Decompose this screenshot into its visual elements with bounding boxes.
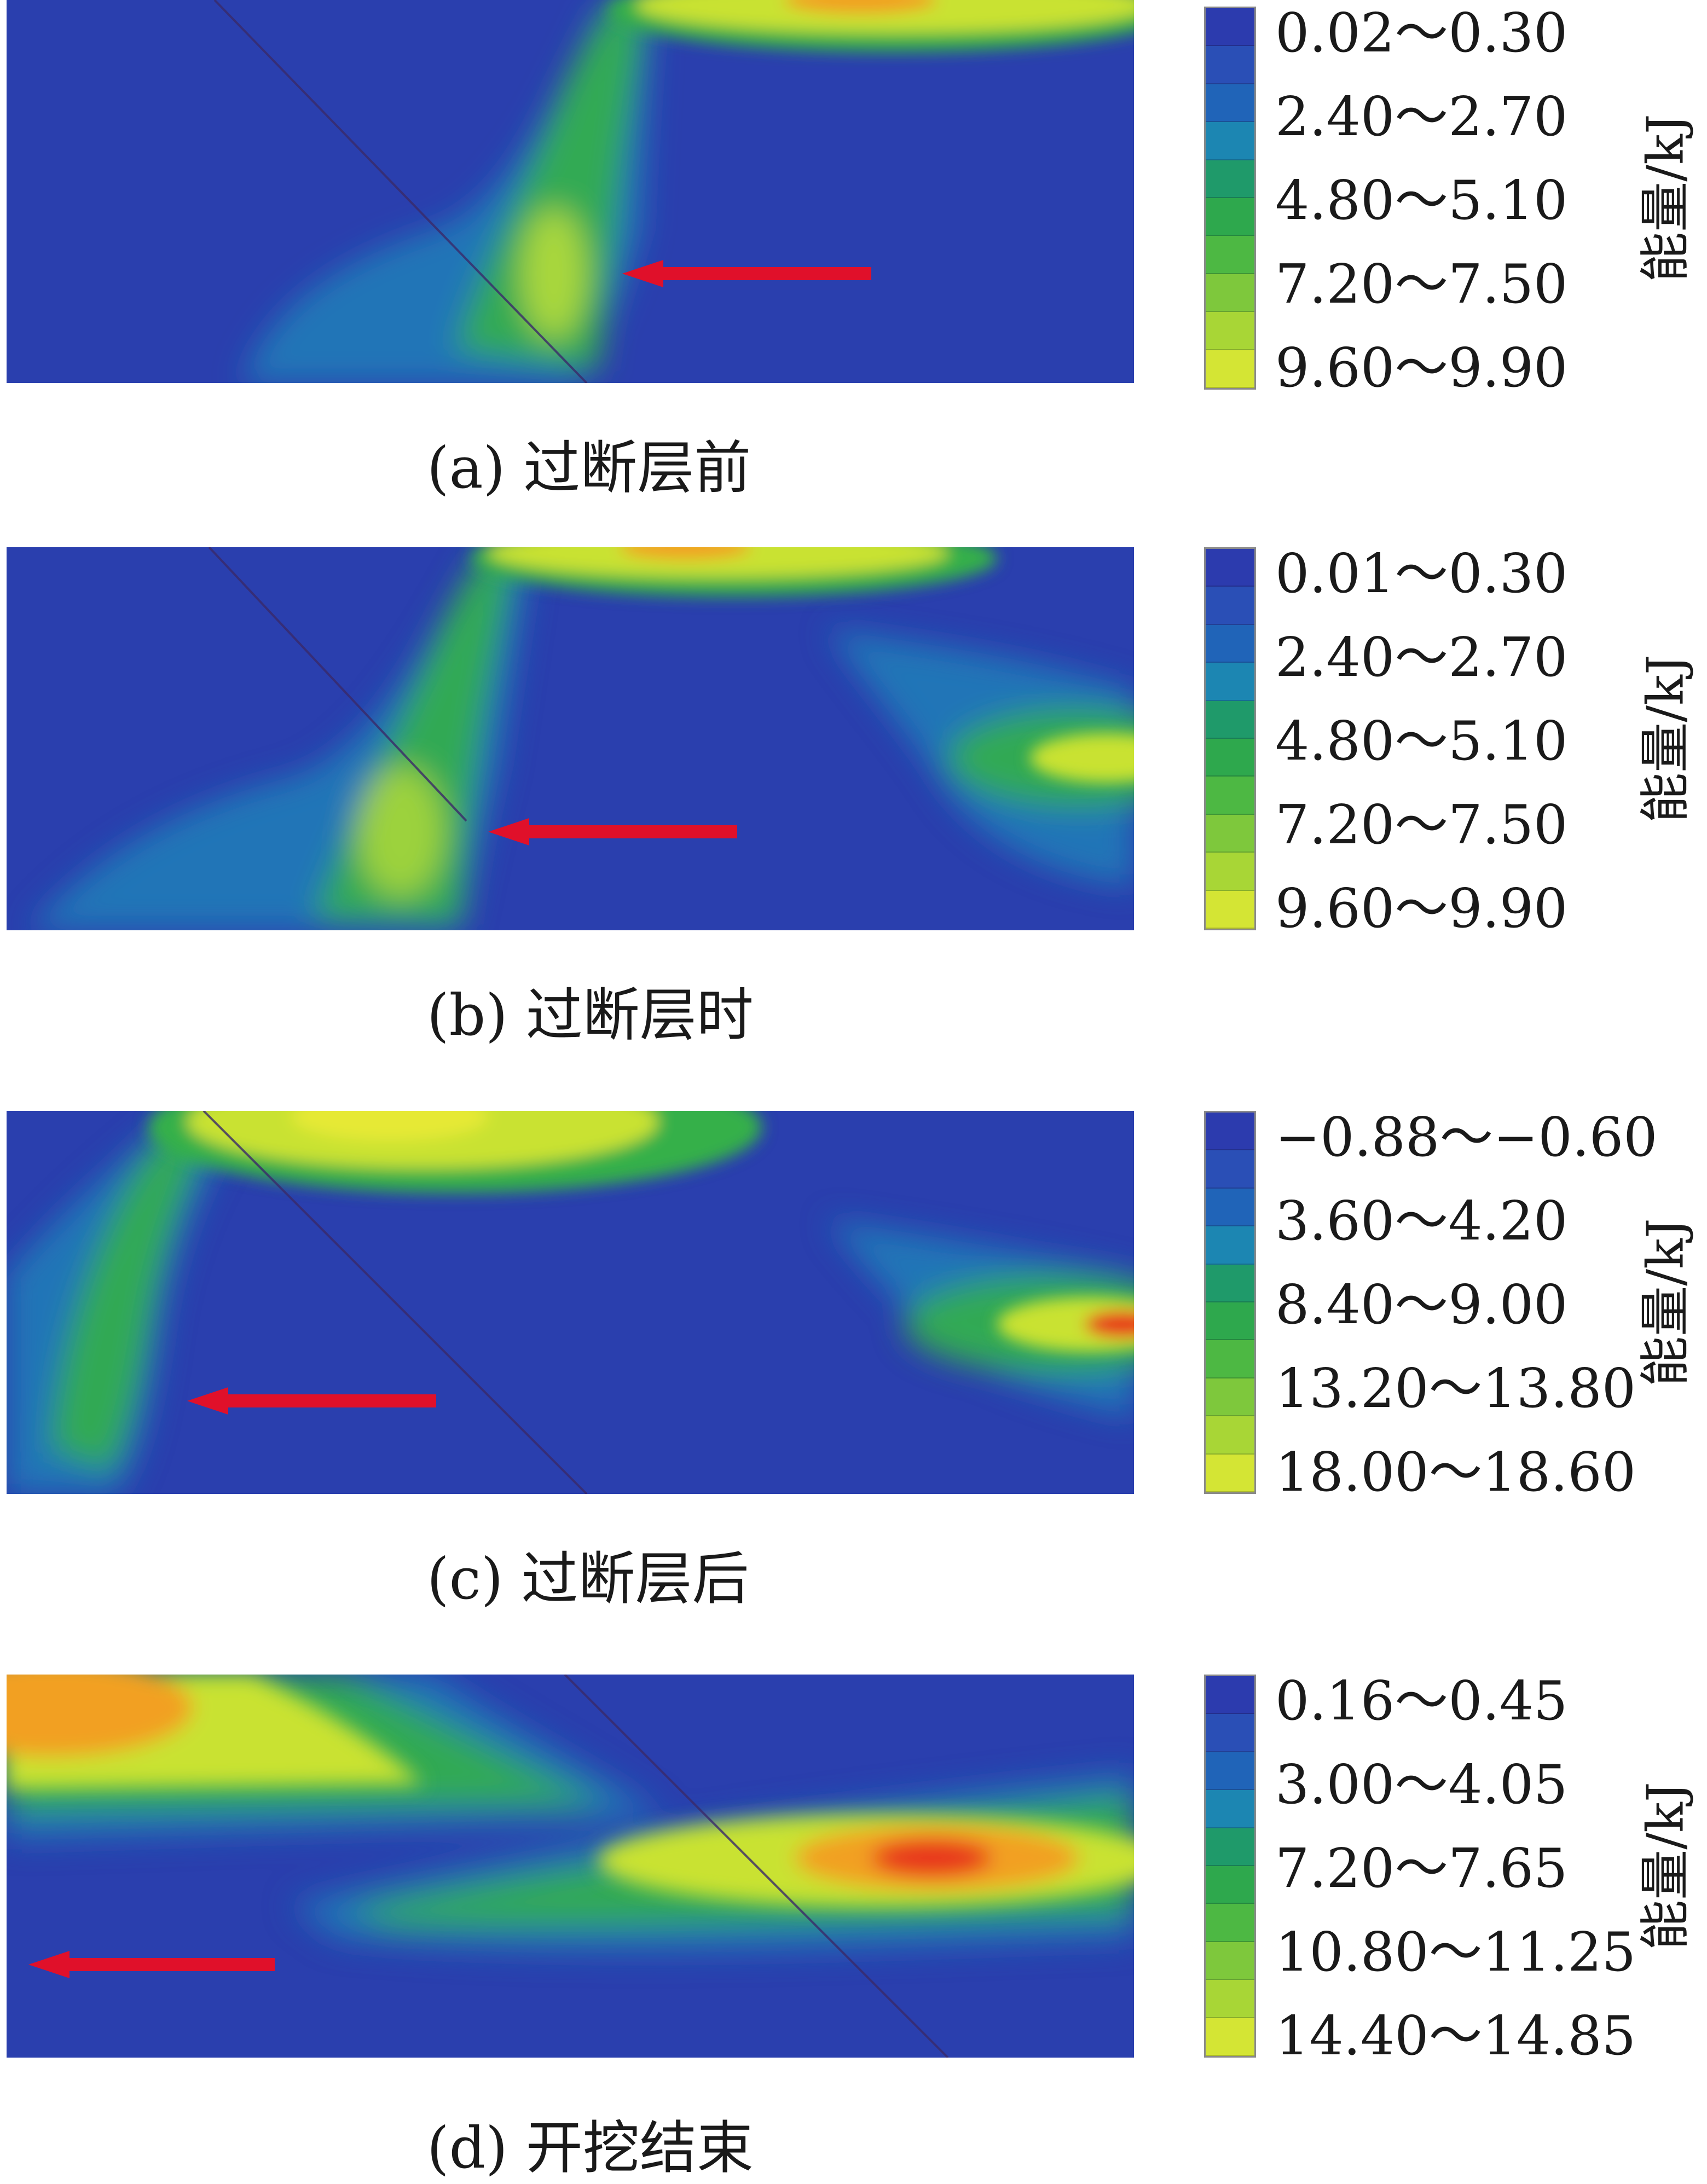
legend-label: 0.01～0.30 [1275,543,1568,605]
legend-labels-b: 0.01～0.30 2.40～2.70 4.80～5.10 7.20～7.50 … [1275,543,1658,936]
high-energy-zone [521,208,587,339]
fault-line [202,1111,588,1494]
progress-arrow-head [622,260,663,287]
fault-line [208,547,467,822]
progress-arrow-head [488,818,529,845]
unit-text: 能量/kJ [1636,654,1695,823]
legend-label: 9.60～9.90 [1275,878,1568,940]
legend-label: 18.00～18.60 [1275,1441,1636,1504]
unit-label-c: 能量/kJ [1625,1111,1697,1494]
legend-label: 4.80～5.10 [1275,170,1568,232]
legend-label: 7.20～7.50 [1275,794,1568,856]
caption-c: (c) 过断层后 [427,1545,749,1612]
top-strip-peak [620,547,751,559]
legend-label: 7.20～7.65 [1275,1838,1568,1900]
legend-label: 7.20～7.50 [1275,253,1568,316]
top-strip-peak [291,1111,488,1141]
legend-label: 14.40～14.85 [1275,2005,1636,2067]
progress-arrow-head [28,1951,70,1978]
color-legend-b [1204,547,1256,930]
top-strip-mid [636,0,1134,33]
unit-text: 能量/kJ [1636,1218,1695,1387]
legend-label: 8.40～9.00 [1275,1274,1568,1336]
legend-label: 0.16～0.45 [1275,1670,1568,1733]
right-peak [1085,1311,1134,1338]
legend-label: 4.80～5.10 [1275,710,1568,773]
high-energy-zone [357,766,444,897]
legend-labels-d: 0.16～0.45 3.00～4.05 7.20～7.65 10.80～11.2… [1275,1670,1658,2063]
right-high-zone [1030,733,1134,783]
legend-label: 2.40～2.70 [1275,86,1568,148]
mid-energy-zone [50,1111,220,1472]
legend-label: 13.20～13.80 [1275,1358,1636,1420]
fault-line [564,1675,949,2058]
progress-arrow-head [187,1387,228,1415]
color-legend-c [1204,1111,1256,1494]
legend-label: 3.00～4.05 [1275,1754,1568,1816]
top-strip-peak [784,0,937,14]
energy-map-a [7,0,1134,383]
legend-label: 3.60～4.20 [1275,1190,1568,1253]
legend-label: 2.40～2.70 [1275,627,1568,689]
caption-d: (d) 开挖结束 [427,2115,754,2181]
unit-label-b: 能量/kJ [1625,547,1697,930]
caption-a: (a) 过断层前 [427,435,751,501]
right-high-zone [997,1297,1134,1352]
lower-peak [871,1839,992,1877]
caption-b: (b) 过断层时 [427,982,754,1048]
legend-labels-a: 0.02～0.30 2.40～2.70 4.80～5.10 7.20～7.50 … [1275,2,1658,395]
legend-label: 0.02～0.30 [1275,2,1568,65]
color-legend-a [1204,7,1256,390]
top-strip-mid [488,547,948,577]
color-legend-d [1204,1675,1256,2058]
upper-peak [7,1675,193,1757]
legend-label: −0.88～−0.60 [1275,1107,1658,1169]
unit-text: 能量/kJ [1636,1782,1695,1950]
unit-label-d: 能量/kJ [1625,1675,1697,2058]
energy-map-b [7,547,1134,930]
unit-text: 能量/kJ [1636,114,1695,282]
fault-line [213,0,588,383]
energy-map-c [7,1111,1134,1494]
legend-labels-c: −0.88～−0.60 3.60～4.20 8.40～9.00 13.20～13… [1275,1107,1658,1499]
mid-energy-zone [455,0,647,372]
legend-label: 10.80～11.25 [1275,1921,1636,1984]
unit-label-a: 能量/kJ [1625,7,1697,390]
legend-label: 9.60～9.90 [1275,337,1568,399]
energy-map-d [7,1675,1134,2058]
